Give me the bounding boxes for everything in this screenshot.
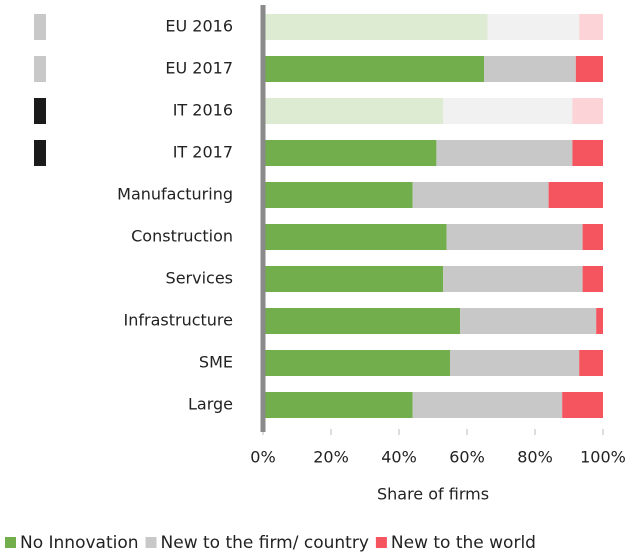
bar-segment (572, 98, 603, 124)
bar-segment (412, 182, 549, 208)
bar-segment (572, 140, 603, 166)
bar-segment (443, 98, 573, 124)
y-tick-label: SME (199, 353, 233, 372)
legend-label: New to the firm/ country (161, 533, 369, 553)
y-tick-label: Infrastructure (124, 311, 233, 330)
bar-segment (548, 182, 603, 208)
y-tick-label: EU 2017 (165, 59, 233, 78)
bar-segment (263, 308, 461, 334)
x-tick-label: 60% (449, 448, 485, 467)
bar-segment (436, 140, 573, 166)
bar-segment (263, 182, 413, 208)
bar-segment (562, 392, 603, 418)
bar-segment (484, 56, 576, 82)
row-marker (34, 56, 46, 82)
bar-segment (596, 308, 603, 334)
bar-segment (579, 14, 603, 40)
bar-segment (263, 98, 444, 124)
bar-segment (263, 350, 450, 376)
bar-segment (487, 14, 580, 40)
y-tick-label: IT 2016 (173, 101, 233, 120)
bar-segment (443, 266, 583, 292)
bar-segment (412, 392, 563, 418)
legend-swatch (375, 537, 387, 548)
bar-segment (446, 224, 583, 250)
y-tick-label: IT 2017 (173, 143, 233, 162)
bar-segment (263, 224, 447, 250)
x-tick-label: 40% (381, 448, 417, 467)
bar-segment (450, 350, 580, 376)
legend-swatch (5, 537, 16, 548)
x-tick-label: 20% (313, 448, 349, 467)
bar-segment (575, 56, 603, 82)
x-tick-label: 80% (517, 448, 553, 467)
bar-segment (579, 350, 603, 376)
bar-segment (263, 392, 413, 418)
x-tick-label: 0% (250, 448, 275, 467)
x-axis-title: Share of firms (377, 485, 489, 504)
bar-segment (460, 308, 597, 334)
y-tick-label: Services (166, 269, 233, 288)
x-tick-label: 100% (580, 448, 626, 467)
legend-swatch (145, 537, 157, 548)
y-tick-label: Manufacturing (117, 185, 233, 204)
legend-label: No Innovation (20, 533, 139, 553)
row-marker (34, 98, 46, 124)
row-marker (34, 14, 46, 40)
legend-label: New to the world (391, 533, 536, 553)
y-tick-label: EU 2016 (165, 17, 233, 36)
y-tick-label: Construction (131, 227, 233, 246)
bar-segment (263, 14, 488, 40)
bar-segment (263, 140, 437, 166)
row-marker (34, 140, 46, 166)
bar-segment (263, 56, 484, 82)
bar-segment (582, 266, 603, 292)
bar-segment (263, 266, 444, 292)
bar-segment (582, 224, 603, 250)
y-tick-label: Large (188, 395, 233, 414)
